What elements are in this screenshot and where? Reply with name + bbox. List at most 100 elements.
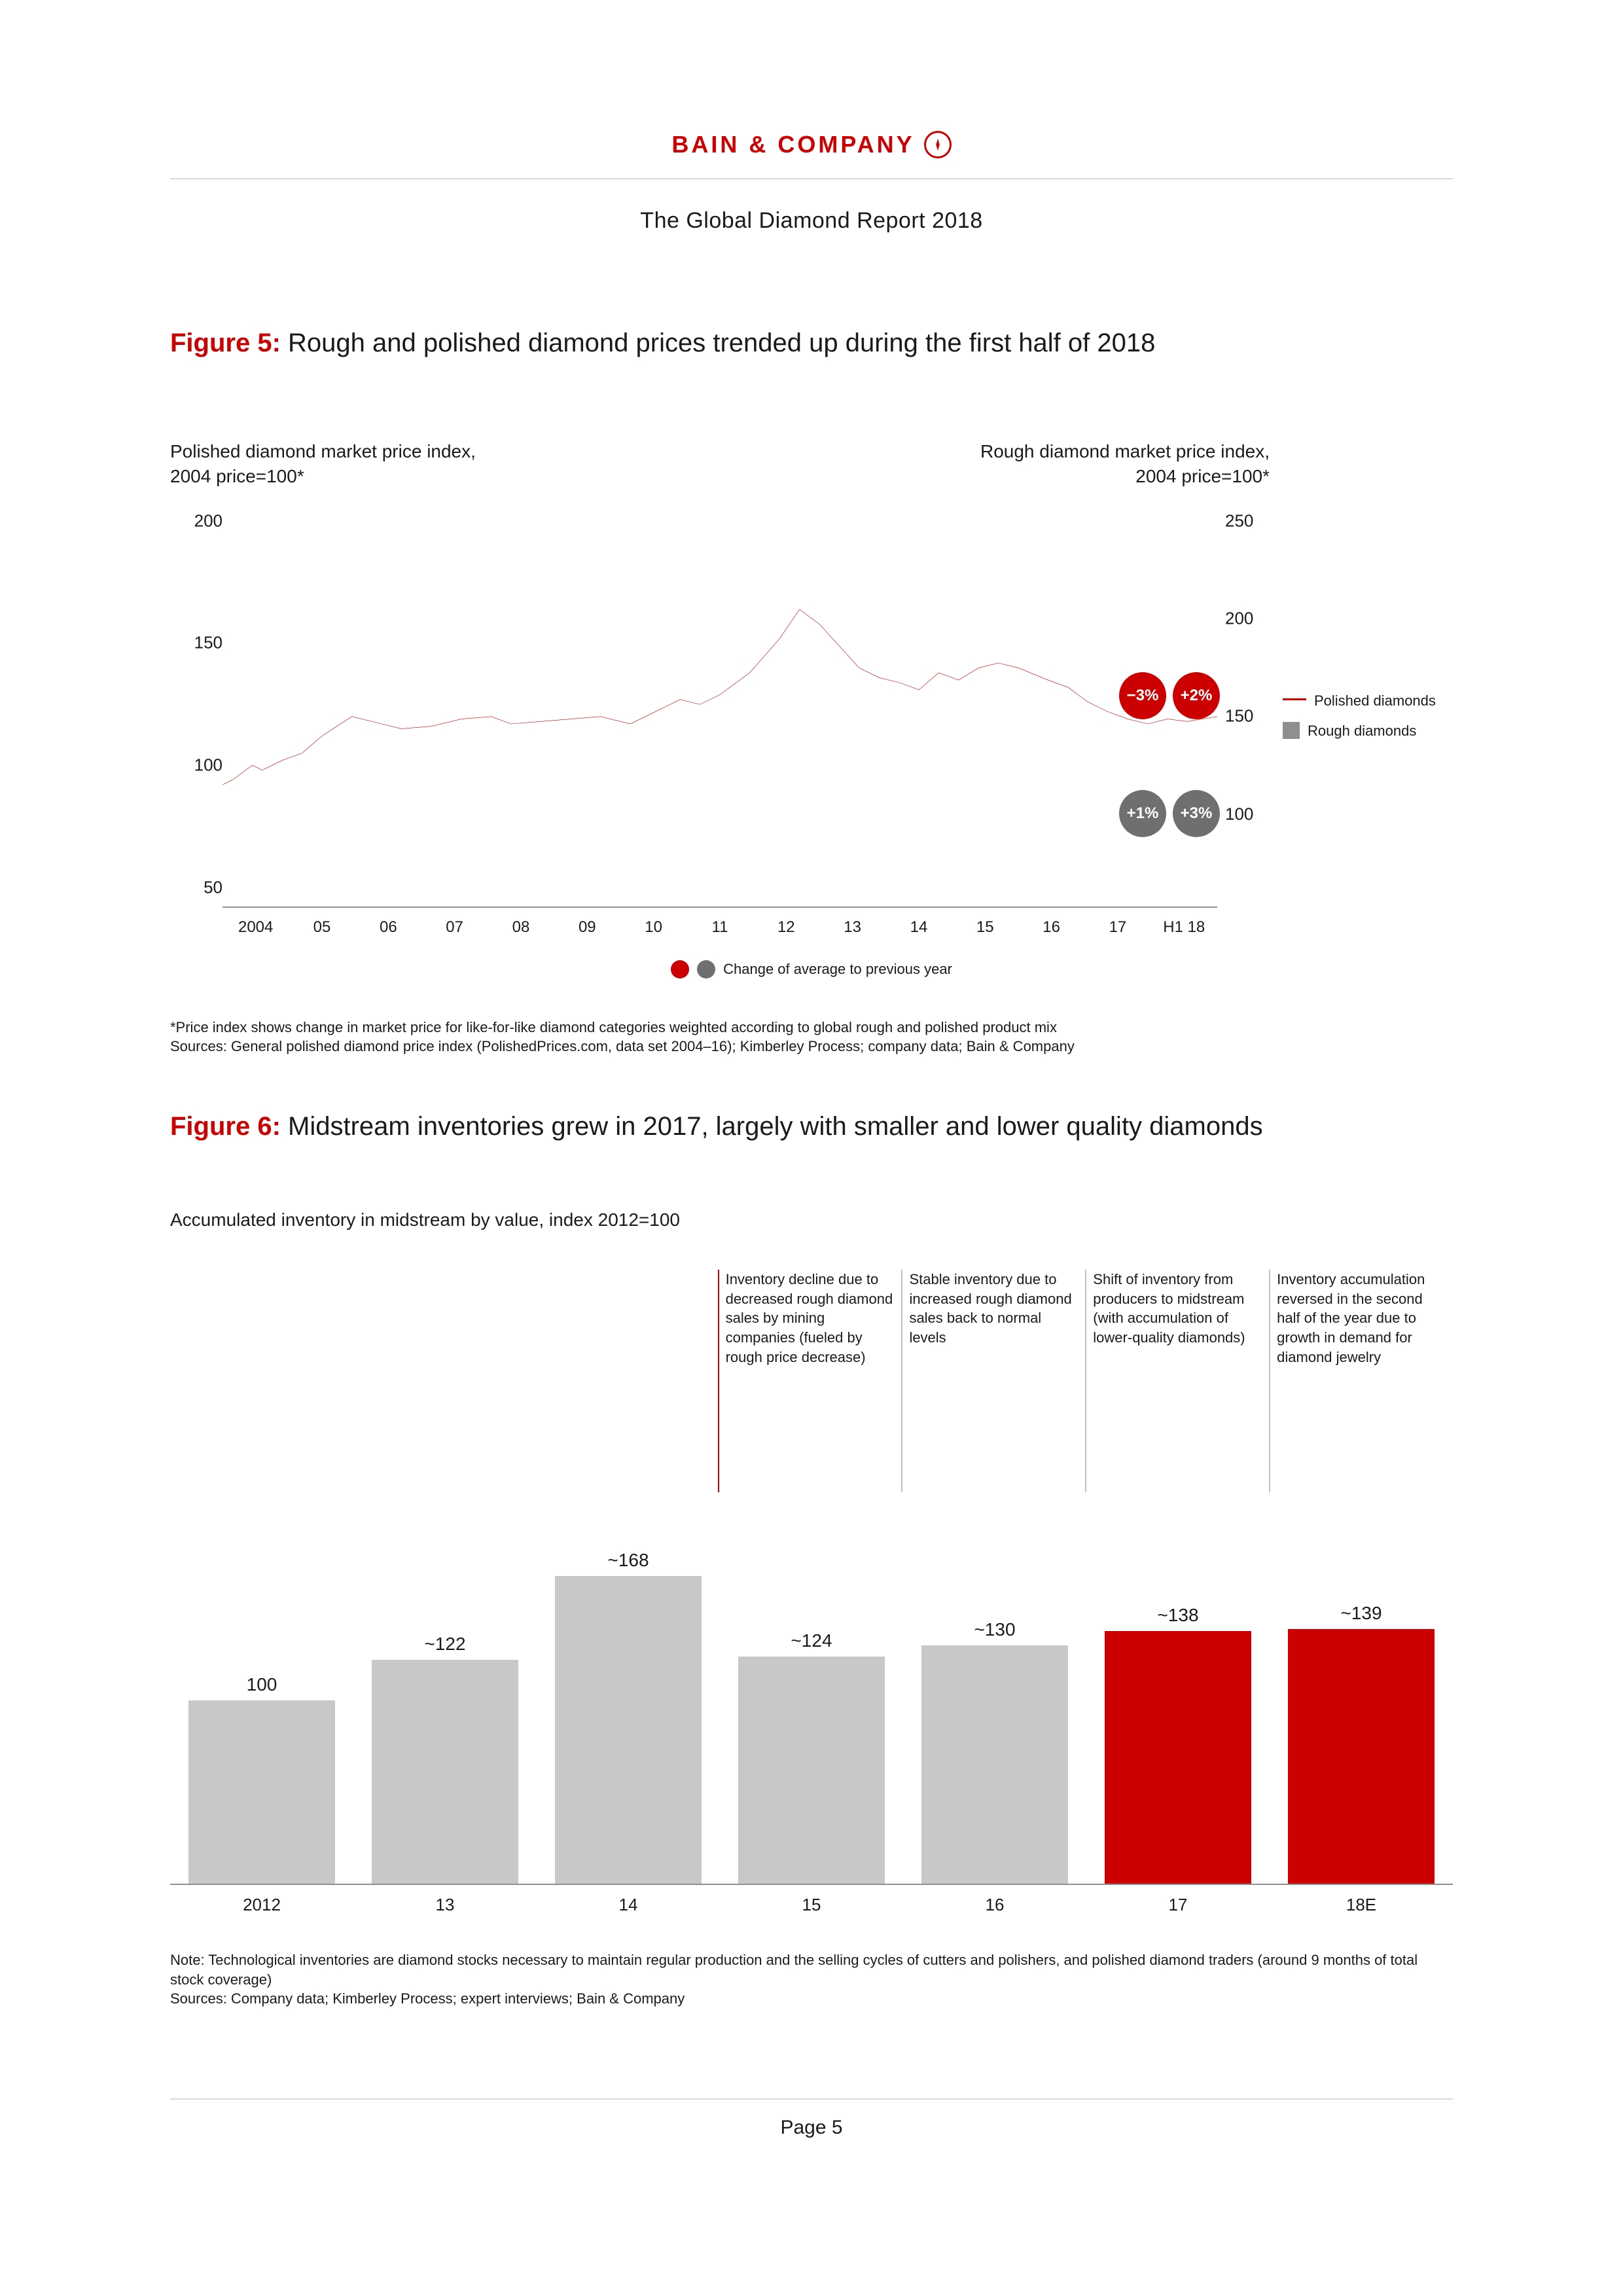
figure6-bar: ~122 <box>372 1660 518 1884</box>
figure6-x-label: 14 <box>537 1895 720 1915</box>
figure5-x-labels: 200405060708091011121314151617H1 18 <box>223 918 1217 937</box>
figure6-bar-slot: ~168 <box>537 1576 720 1884</box>
y-left-tick: 100 <box>170 755 223 775</box>
figure6-bar-value-label: 100 <box>188 1674 335 1695</box>
figure5-x-label: 17 <box>1084 918 1150 937</box>
figure5-label: Figure 5: <box>170 329 281 357</box>
figure6-bar-value-label: ~124 <box>738 1630 885 1651</box>
y-left-tick: 50 <box>170 877 223 897</box>
figure6-title: Figure 6: Midstream inventories grew in … <box>170 1109 1453 1144</box>
figure6-bar-slot: ~139 <box>1270 1629 1453 1884</box>
figure5-left-axis-title: Polished diamond market price index, 200… <box>170 439 476 489</box>
figure5-legend-rough-label: Rough diamonds <box>1308 722 1416 741</box>
figure5-footnote: *Price index shows change in market pric… <box>170 1018 1453 1056</box>
figure5-footnote-b: Sources: General polished diamond price … <box>170 1037 1453 1056</box>
figure6-bar: ~168 <box>555 1576 702 1884</box>
figure6-bar-slot: ~124 <box>720 1657 903 1884</box>
red-dot-icon <box>671 960 689 978</box>
figure6-chart: Accumulated inventory in midstream by va… <box>170 1210 1453 2009</box>
figure5-x-label: 16 <box>1018 918 1084 937</box>
figure6-bar-slot: ~138 <box>1086 1631 1270 1884</box>
figure5-x-label: 11 <box>687 918 753 937</box>
figure6-bars: 100~122~168~124~130~138~139 <box>170 1270 1453 1885</box>
figure6-footnote-a: Note: Technological inventories are diam… <box>170 1950 1453 1989</box>
brand-compass-icon <box>924 131 952 158</box>
brand-name: BAIN & COMPANY <box>671 131 914 158</box>
figure6-bar-value-label: ~168 <box>555 1550 702 1571</box>
report-title: The Global Diamond Report 2018 <box>170 208 1453 234</box>
figure5-right-axis-title-a: Rough diamond market price index, <box>980 439 1270 464</box>
figure6-x-labels: 2012131415161718E <box>170 1895 1453 1915</box>
page-container: BAIN & COMPANY The Global Diamond Report… <box>170 131 1453 2165</box>
figure6-x-label: 2012 <box>170 1895 353 1915</box>
figure6-bar-value-label: ~130 <box>921 1619 1068 1640</box>
figure6-subtitle: Accumulated inventory in midstream by va… <box>170 1210 1453 1230</box>
figure6-bar: ~130 <box>921 1645 1068 1884</box>
figure5-x-label: 12 <box>753 918 819 937</box>
grey-dot-icon <box>697 960 715 978</box>
figure5-legend: Polished diamonds Rough diamonds <box>1283 692 1453 753</box>
figure6-bar: ~124 <box>738 1657 885 1884</box>
figure6-plot-area: Inventory decline due to decreased rough… <box>170 1270 1453 1924</box>
change-badge: −3% <box>1119 672 1166 719</box>
figure6-x-label: 17 <box>1086 1895 1270 1915</box>
figure5-x-label: 08 <box>488 918 554 937</box>
bottom-divider <box>170 2098 1453 2100</box>
figure6-x-label: 16 <box>903 1895 1086 1915</box>
change-badge: +3% <box>1173 790 1220 837</box>
figure5-x-label: H1 18 <box>1151 918 1217 937</box>
figure6-bar-slot: ~122 <box>353 1660 537 1884</box>
figure5-y-left-axis: 50100150200 <box>170 541 223 908</box>
figure5-polished-line <box>223 541 1217 906</box>
change-badge: +1% <box>1119 790 1166 837</box>
figure6-x-label: 15 <box>720 1895 903 1915</box>
figure6-bar: ~139 <box>1288 1629 1435 1884</box>
figure5-x-label: 09 <box>554 918 620 937</box>
y-right-tick: 100 <box>1225 804 1277 824</box>
figure6-x-label: 13 <box>353 1895 537 1915</box>
page-number: Page 5 <box>170 2117 1453 2139</box>
figure5-chart: Polished diamond market price index, 200… <box>170 439 1453 1056</box>
figure5-change-legend-text: Change of average to previous year <box>723 961 952 978</box>
y-right-tick: 250 <box>1225 511 1277 531</box>
figure6-bar-slot: 100 <box>170 1700 353 1884</box>
figure5-x-label: 06 <box>355 918 421 937</box>
y-right-tick: 200 <box>1225 608 1277 628</box>
y-left-tick: 150 <box>170 633 223 653</box>
figure5-legend-polished: Polished diamonds <box>1283 692 1453 711</box>
figure5-right-axis-title-b: 2004 price=100* <box>980 464 1270 489</box>
figure5-polished-badges: −3%+2% <box>1119 672 1220 719</box>
figure5-rough-badges: +1%+3% <box>1119 790 1220 837</box>
figure5-title-text: Rough and polished diamond prices trende… <box>288 329 1155 357</box>
figure6-bar-slot: ~130 <box>903 1645 1086 1884</box>
figure5-left-axis-title-a: Polished diamond market price index, <box>170 439 476 464</box>
figure5-legend-polished-label: Polished diamonds <box>1314 692 1436 711</box>
figure5-legend-rough: Rough diamonds <box>1283 722 1453 741</box>
top-divider <box>170 178 1453 179</box>
figure5-x-label: 05 <box>289 918 355 937</box>
figure6-x-label: 18E <box>1270 1895 1453 1915</box>
change-badge: +2% <box>1173 672 1220 719</box>
figure5-x-label: 13 <box>819 918 885 937</box>
figure5-right-axis-title: Rough diamond market price index, 2004 p… <box>980 439 1270 489</box>
figure5-axis-titles: Polished diamond market price index, 200… <box>170 439 1453 489</box>
brand-header: BAIN & COMPANY <box>170 131 1453 158</box>
figure6-bar-value-label: ~138 <box>1105 1605 1251 1626</box>
figure5-x-label: 10 <box>620 918 687 937</box>
figure6-label: Figure 6: <box>170 1112 281 1141</box>
figure6-bar: ~138 <box>1105 1631 1251 1884</box>
figure5-footnote-a: *Price index shows change in market pric… <box>170 1018 1453 1037</box>
figure5-x-label: 07 <box>421 918 488 937</box>
figure6-footnote-b: Sources: Company data; Kimberley Process… <box>170 1989 1453 2009</box>
figure5-plot: −3%+2% +1%+3% <box>223 541 1217 908</box>
figure5-x-label: 15 <box>952 918 1018 937</box>
figure6-bar-value-label: ~139 <box>1288 1603 1435 1624</box>
figure5-plot-area: 50100150200 100150200250 −3%+2% +1%+3% 2… <box>170 541 1453 947</box>
figure6-bar: 100 <box>188 1700 335 1884</box>
y-left-tick: 200 <box>170 511 223 531</box>
figure5-change-legend: Change of average to previous year <box>170 960 1453 978</box>
box-swatch-icon <box>1283 722 1300 739</box>
figure5-left-axis-title-b: 2004 price=100* <box>170 464 476 489</box>
figure5-title: Figure 5: Rough and polished diamond pri… <box>170 325 1453 361</box>
figure5-x-label: 14 <box>885 918 952 937</box>
